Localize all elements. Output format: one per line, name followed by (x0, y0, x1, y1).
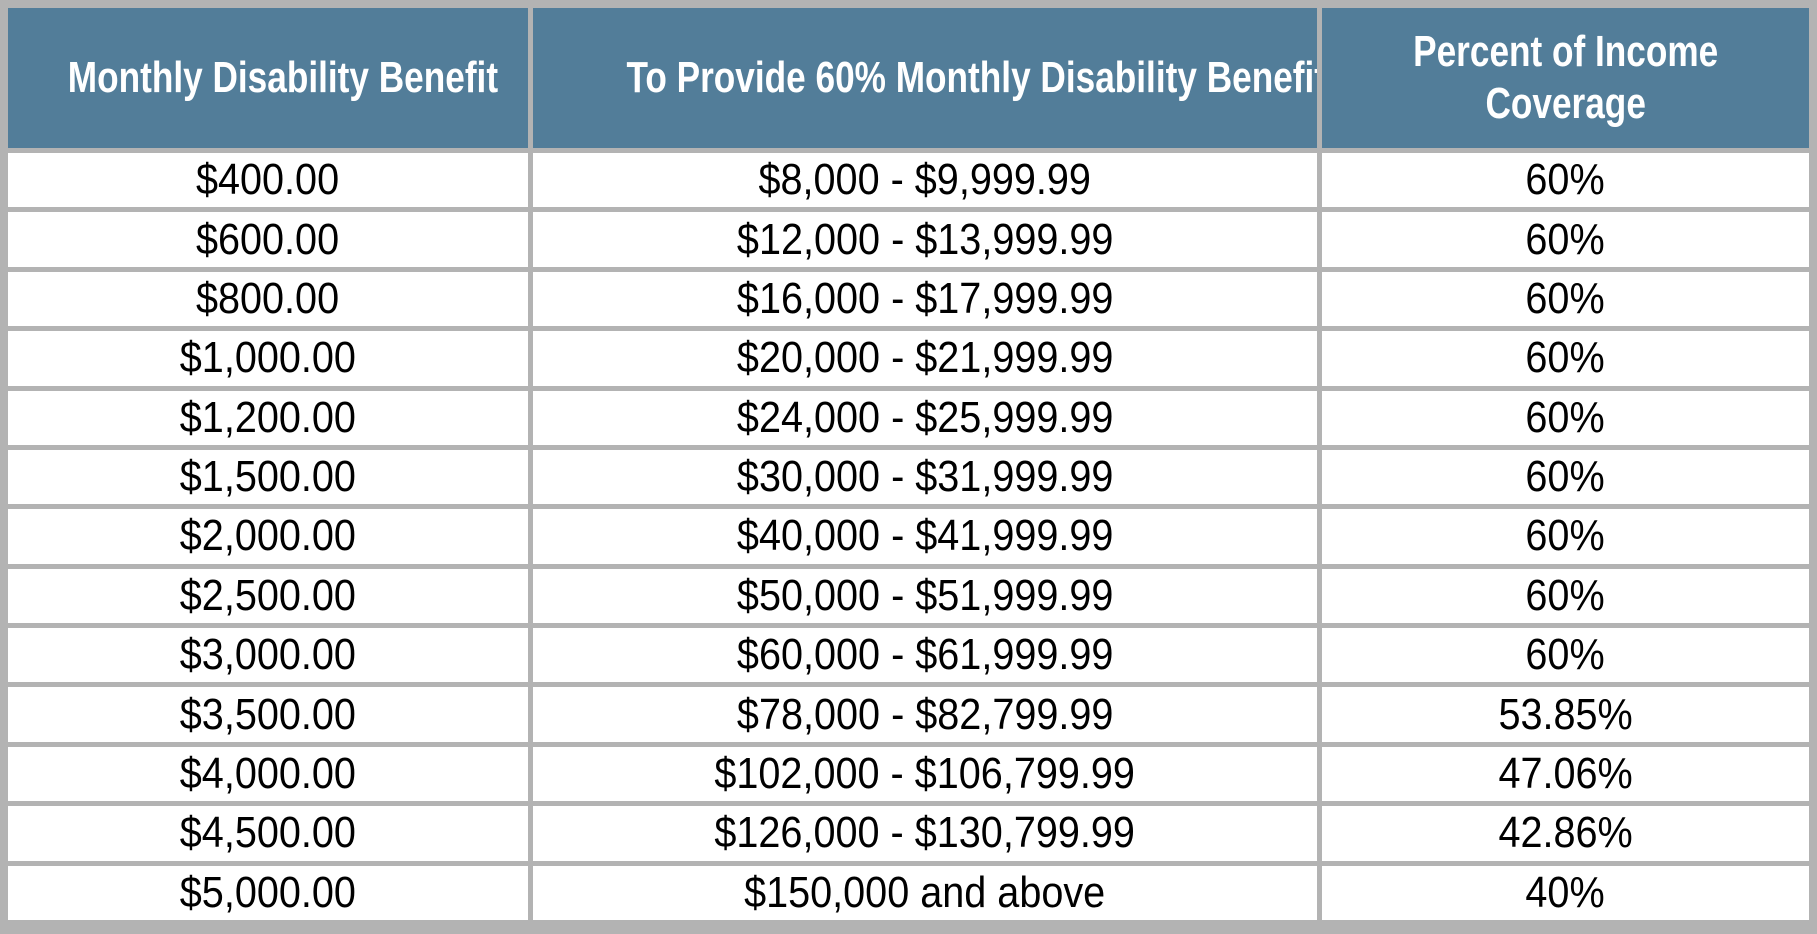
cell-percent-coverage: 53.85% (1316, 682, 1816, 747)
cell-income-range: $150,000 and above (527, 860, 1322, 930)
cell-income-range: $30,000 - $31,999.99 (527, 444, 1322, 510)
table-row: $5,000.00 $150,000 and above 40% (1, 860, 1816, 930)
cell-percent-coverage: 47.06% (1316, 741, 1816, 807)
cell-monthly-benefit: $1,200.00 (1, 385, 533, 450)
header-row: Monthly Disability Benefit To Provide 60… (1, 1, 1816, 153)
cell-monthly-benefit: $4,000.00 (1, 741, 533, 807)
table-row: $2,000.00 $40,000 - $41,999.99 60% (1, 504, 1816, 569)
cell-monthly-benefit: $4,500.00 (1, 801, 533, 866)
table-row: $600.00 $12,000 - $13,999.99 60% (1, 207, 1816, 272)
cell-monthly-benefit: $5,000.00 (1, 860, 533, 930)
table-row: $1,200.00 $24,000 - $25,999.99 60% (1, 385, 1816, 450)
column-header-income-range: To Provide 60% Monthly Disability Benefi… (527, 1, 1322, 153)
table-row: $4,500.00 $126,000 - $130,799.99 42.86% (1, 801, 1816, 866)
table-header: Monthly Disability Benefit To Provide 60… (1, 1, 1816, 153)
cell-percent-coverage: 60% (1316, 326, 1816, 391)
cell-monthly-benefit: $800.00 (1, 266, 533, 332)
cell-percent-coverage: 60% (1316, 622, 1816, 688)
cell-income-range: $60,000 - $61,999.99 (527, 622, 1322, 688)
cell-income-range: $50,000 - $51,999.99 (527, 563, 1322, 629)
cell-percent-coverage: 60% (1316, 504, 1816, 569)
cell-percent-coverage: 60% (1316, 385, 1816, 450)
cell-monthly-benefit: $1,000.00 (1, 326, 533, 391)
cell-income-range: $102,000 - $106,799.99 (527, 741, 1322, 807)
table-row: $1,500.00 $30,000 - $31,999.99 60% (1, 444, 1816, 510)
cell-monthly-benefit: $600.00 (1, 207, 533, 272)
cell-monthly-benefit: $2,500.00 (1, 563, 533, 629)
cell-income-range: $78,000 - $82,799.99 (527, 682, 1322, 747)
cell-income-range: $12,000 - $13,999.99 (527, 207, 1322, 272)
cell-percent-coverage: 60% (1316, 266, 1816, 332)
table-row: $3,000.00 $60,000 - $61,999.99 60% (1, 622, 1816, 688)
table-row: $3,500.00 $78,000 - $82,799.99 53.85% (1, 682, 1816, 747)
table-row: $1,000.00 $20,000 - $21,999.99 60% (1, 326, 1816, 391)
column-header-label: Percent of Income Coverage (1412, 27, 1718, 128)
cell-income-range: $126,000 - $130,799.99 (527, 801, 1322, 866)
cell-percent-coverage: 40% (1316, 860, 1816, 930)
table-row: $2,500.00 $50,000 - $51,999.99 60% (1, 563, 1816, 629)
table-row: $400.00 $8,000 - $9,999.99 60% (1, 147, 1816, 213)
cell-percent-coverage: 60% (1316, 147, 1816, 213)
column-header-monthly-benefit: Monthly Disability Benefit (1, 1, 533, 153)
cell-monthly-benefit: $400.00 (1, 147, 533, 213)
cell-monthly-benefit: $3,000.00 (1, 622, 533, 688)
cell-percent-coverage: 60% (1316, 563, 1816, 629)
column-header-label: Monthly Disability Benefit (67, 53, 499, 103)
cell-income-range: $8,000 - $9,999.99 (527, 147, 1322, 213)
table-body: $400.00 $8,000 - $9,999.99 60% $600.00 $… (1, 147, 1816, 930)
cell-income-range: $40,000 - $41,999.99 (527, 504, 1322, 569)
cell-income-range: $20,000 - $21,999.99 (527, 326, 1322, 391)
cell-monthly-benefit: $1,500.00 (1, 444, 533, 510)
cell-monthly-benefit: $2,000.00 (1, 504, 533, 569)
cell-percent-coverage: 60% (1316, 207, 1816, 272)
column-header-label: To Provide 60% Monthly Disability Benefi… (626, 53, 1320, 103)
cell-percent-coverage: 60% (1316, 444, 1816, 510)
cell-income-range: $24,000 - $25,999.99 (527, 385, 1322, 450)
cell-percent-coverage: 42.86% (1316, 801, 1816, 866)
table-row: $4,000.00 $102,000 - $106,799.99 47.06% (1, 741, 1816, 807)
column-header-percent-coverage: Percent of Income Coverage (1316, 1, 1816, 153)
table-row: $800.00 $16,000 - $17,999.99 60% (1, 266, 1816, 332)
cell-income-range: $16,000 - $17,999.99 (527, 266, 1322, 332)
cell-monthly-benefit: $3,500.00 (1, 682, 533, 747)
